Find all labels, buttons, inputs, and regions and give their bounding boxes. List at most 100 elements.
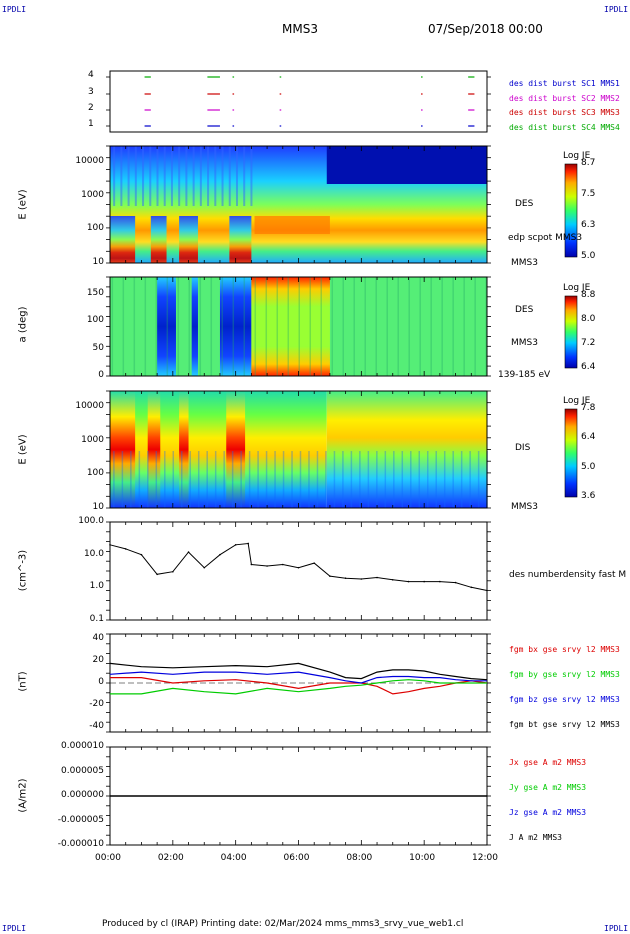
- des-energy-streak: [163, 146, 166, 206]
- des-pitch-streak: [430, 277, 432, 376]
- corner-label-tr: IPDLI: [604, 5, 629, 14]
- des-energy-streak: [149, 146, 152, 206]
- x-axis-tick-label: 06:00: [283, 853, 310, 863]
- des-pitch-colorbar-tick: 8.0: [581, 314, 596, 324]
- magnetic-field-tick-label: 40: [92, 633, 104, 644]
- dis-energy-streak: [393, 451, 395, 508]
- density-tick-label: 0.1: [89, 614, 104, 624]
- des-energy-streak: [127, 146, 130, 206]
- des-pitch-streak: [210, 277, 213, 376]
- density-point: [313, 562, 316, 564]
- des-pitch-right-label: DES: [515, 305, 534, 315]
- magnetic-field-ylabel: (nT): [17, 671, 29, 692]
- des-pitch-streak: [155, 277, 158, 376]
- corner-label-br: IPDLI: [604, 924, 629, 933]
- dis-energy-streak: [367, 451, 370, 508]
- dis-energy-streak: [435, 451, 437, 508]
- dis-energy-streak: [282, 451, 285, 508]
- dis-energy-colorbar-tick: 6.4: [581, 432, 596, 443]
- current-density-legend-entry: Jy gse A m2 MMS3: [509, 783, 587, 792]
- dis-energy-hot-block: [226, 391, 246, 508]
- des-energy-hot-block: [150, 216, 167, 263]
- des-energy-right-label: MMS3: [511, 258, 538, 268]
- availability-tick-label: 2: [88, 103, 94, 113]
- des-pitch-streak: [419, 277, 421, 376]
- dis-energy-streak: [384, 451, 387, 508]
- des-pitch-tick-label: 0: [98, 370, 104, 380]
- des-energy-streak: [178, 146, 181, 206]
- des-energy-ylabel: E (eV): [17, 189, 29, 220]
- des-energy-hot-block: [229, 216, 252, 263]
- current-density-legend-entry: Jx gse A m2 MMS3: [509, 758, 587, 767]
- x-axis-tick-label: 00:00: [95, 853, 121, 863]
- des-pitch-streak: [199, 277, 202, 376]
- des-energy-streak: [170, 146, 173, 206]
- des-pitch-streak: [188, 277, 191, 376]
- des-pitch-streak: [408, 277, 410, 376]
- des-pitch-streak: [364, 277, 366, 376]
- availability-legend-entry: des dist burst SC1 MMS1: [509, 79, 620, 88]
- dis-energy-streak: [460, 451, 463, 508]
- des-pitch-streak: [309, 277, 311, 376]
- dis-energy-streak: [325, 451, 327, 508]
- des-energy-colorbar-tick: 8.7: [581, 158, 596, 168]
- dis-energy-streak: [257, 451, 259, 508]
- density-point: [376, 576, 378, 579]
- des-energy-streak: [199, 146, 202, 206]
- current-density-tick-label: 0.000005: [61, 765, 104, 776]
- dis-energy-streak: [418, 451, 421, 508]
- dis-energy-streak: [189, 451, 191, 508]
- dis-energy-streak: [342, 451, 344, 508]
- des-pitch-streak: [375, 277, 377, 376]
- des-energy-streak: [156, 146, 159, 206]
- dis-energy-streak: [130, 451, 132, 508]
- mission-title: MMS3: [282, 22, 318, 36]
- des-pitch-streak: [331, 277, 333, 376]
- dis-energy-streak: [214, 451, 217, 508]
- availability-tick-label: 4: [88, 70, 94, 80]
- des-energy-streak: [221, 146, 224, 206]
- dis-energy-streak: [274, 451, 276, 508]
- des-energy-quiet-region: [326, 146, 487, 184]
- des-pitch-tick-label: 150: [86, 288, 104, 298]
- dis-energy-streak: [316, 451, 319, 508]
- dis-energy-streak: [223, 451, 225, 508]
- des-energy-streak: [250, 146, 253, 206]
- dis-energy-hot-block: [147, 391, 161, 508]
- des-energy-colorbar-tick: 5.0: [581, 251, 596, 261]
- dis-energy-colorbar-title: Log JE: [563, 396, 591, 406]
- density-point: [423, 580, 425, 583]
- des-pitch-streak: [441, 277, 443, 376]
- des-energy-tick-label: 10000: [75, 156, 104, 166]
- des-energy-streak: [192, 146, 195, 206]
- availability-frame: [109, 70, 488, 133]
- des-energy-tick-label: 1000: [81, 189, 104, 200]
- density-point: [219, 553, 221, 556]
- dis-energy-streak: [426, 451, 429, 508]
- dis-energy-streak: [265, 451, 268, 508]
- des-pitch-streak: [474, 277, 476, 376]
- des-pitch-trapped-region: [251, 277, 330, 376]
- dis-energy-streak: [248, 451, 251, 508]
- dis-energy-colorbar-tick: 7.8: [581, 403, 596, 413]
- dis-energy-tick-label: 10000: [75, 401, 104, 411]
- density-point: [140, 553, 143, 556]
- des-energy-streak: [214, 146, 217, 206]
- dis-energy-streak: [206, 451, 208, 508]
- des-energy-colorbar: [564, 163, 578, 258]
- date-title: 07/Sep/2018 00:00: [428, 22, 543, 36]
- density-point: [266, 565, 268, 567]
- current-density-ylabel: (A/m2): [17, 778, 29, 813]
- density-point: [281, 563, 284, 566]
- current-density-legend-entry: Jz gse A m2 MMS3: [509, 808, 587, 817]
- dis-energy-streak: [155, 451, 158, 508]
- density-point: [360, 578, 363, 580]
- des-energy-tick-label: 10: [92, 257, 104, 267]
- availability-tick-label: 1: [88, 119, 94, 129]
- density-legend-entry: des numberdensity fast M: [509, 570, 627, 580]
- des-pitch-blue-stripe: [157, 277, 176, 376]
- corner-label-tl: IPDLI: [2, 5, 27, 14]
- density-point: [172, 570, 174, 573]
- dis-energy-streak: [359, 451, 361, 508]
- des-pitch-streak: [111, 277, 114, 376]
